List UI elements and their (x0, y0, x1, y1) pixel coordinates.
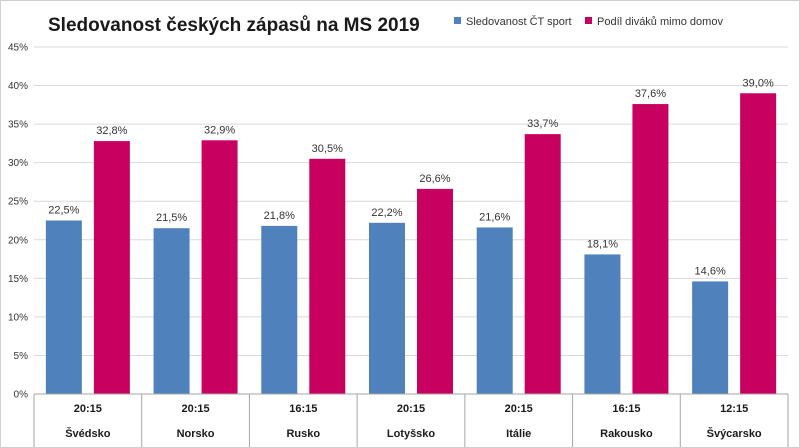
legend: Sledovanost ČT sport Podíl diváků mimo d… (454, 15, 723, 28)
data-label: 21,8% (264, 210, 295, 222)
x-tick-time: 20:15 (74, 403, 102, 415)
bars (45, 93, 777, 395)
data-label: 21,6% (479, 211, 510, 223)
bar-ct-sport (692, 281, 729, 394)
data-label: 21,5% (156, 212, 187, 224)
data-label: 22,2% (371, 207, 402, 219)
data-label: 14,6% (695, 265, 726, 277)
y-tick-label: 25% (8, 197, 28, 208)
data-labels: 22,5% 32,8% 21,5% 32,9% 21,8% 30,5% 22,2% 26,6%… (48, 77, 774, 277)
data-label: 33,7% (527, 118, 558, 130)
y-tick-label: 10% (8, 312, 28, 323)
bar-mimo-domov (417, 188, 453, 394)
y-tick-label: 30% (8, 158, 28, 169)
y-axis: 0% 5% 10% 15% 20% 25% 30% 35% 40% 45% (8, 43, 28, 401)
y-tick-label: 0% (14, 390, 29, 401)
gridlines (34, 46, 788, 395)
data-label: 32,9% (204, 124, 235, 136)
y-tick-label: 5% (14, 351, 29, 362)
x-tick-time: 20:15 (505, 403, 533, 415)
bar-ct-sport (45, 220, 82, 394)
y-tick-label: 20% (8, 235, 28, 246)
legend-swatch-ct-sport (454, 17, 461, 24)
legend-swatch-mimo-domov (585, 17, 592, 24)
bar-mimo-domov (201, 140, 238, 394)
bar-mimo-domov (524, 134, 561, 394)
bar-mimo-domov (632, 104, 669, 394)
x-tick-label: Lotyšsko (387, 428, 436, 440)
legend-label-ct-sport: Sledovanost ČT sport (466, 15, 572, 28)
x-tick-label: Norsko (177, 428, 215, 440)
bar-ct-sport (584, 254, 621, 394)
data-label: 18,1% (587, 238, 618, 250)
data-label: 26,6% (419, 173, 450, 185)
data-label: 32,8% (96, 125, 127, 137)
bar-ct-sport (476, 227, 513, 394)
bar-ct-sport (369, 222, 405, 394)
data-label: 39,0% (743, 77, 774, 89)
y-tick-label: 45% (8, 43, 28, 54)
x-tick-label: Rakousko (600, 428, 653, 440)
bar-ct-sport (153, 228, 190, 394)
y-tick-label: 15% (8, 274, 28, 285)
x-tick-time: 16:15 (289, 403, 317, 415)
x-tick-label: Švédsko (65, 427, 111, 440)
chart-title: Sledovanost českých zápasů na MS 2019 (48, 15, 420, 36)
x-tick-label: Rusko (286, 428, 320, 440)
bar-mimo-domov (309, 158, 346, 394)
x-axis: 20:15 Švédsko 20:15 Norsko 16:15 Rusko 20:15 Lo… (33, 393, 789, 447)
x-tick-time: 20:15 (182, 403, 210, 415)
x-tick-time: 20:15 (397, 403, 425, 415)
x-tick-label: Itálie (506, 428, 531, 440)
data-label: 22,5% (48, 205, 79, 217)
data-label: 30,5% (312, 143, 343, 155)
y-tick-label: 35% (8, 120, 28, 131)
x-tick-time: 12:15 (720, 403, 748, 415)
data-label: 37,6% (635, 88, 666, 100)
legend-label-mimo-domov: Podíl diváků mimo domov (597, 16, 723, 28)
y-tick-label: 40% (8, 81, 28, 92)
x-tick-label: Švýcarsko (707, 427, 762, 440)
x-tick-time: 16:15 (612, 403, 640, 415)
bar-mimo-domov (740, 93, 777, 395)
bar-ct-sport (261, 225, 298, 394)
bar-mimo-domov (93, 141, 130, 394)
